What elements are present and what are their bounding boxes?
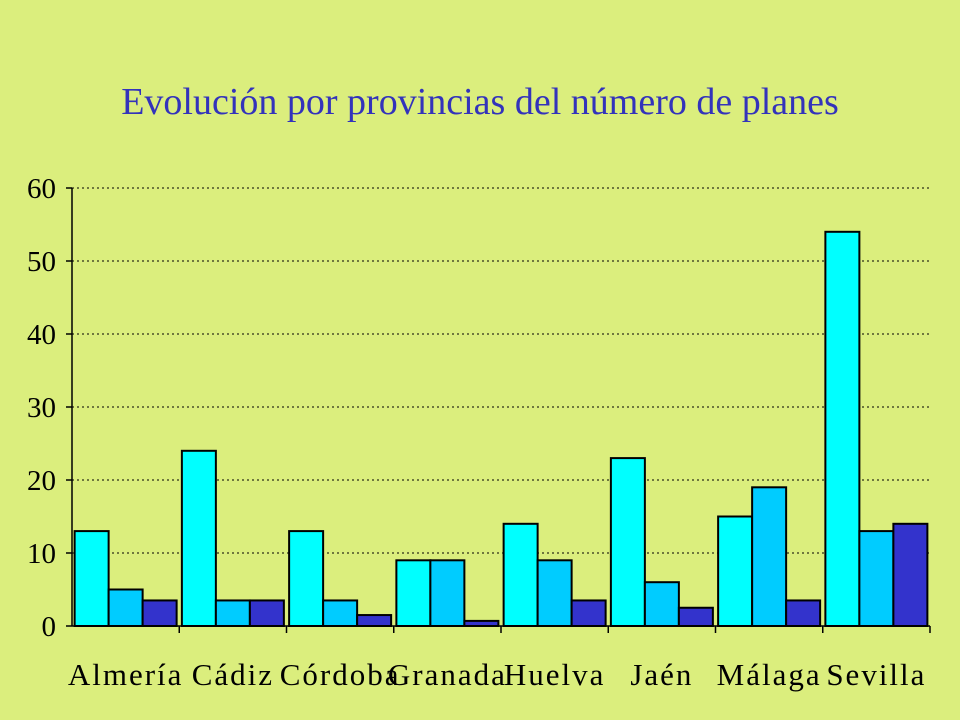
bar xyxy=(717,515,754,627)
x-category-label: Málaga xyxy=(717,657,822,692)
bar xyxy=(751,486,788,627)
bar xyxy=(248,599,285,628)
x-category-label: Granada xyxy=(388,657,507,692)
bar xyxy=(785,599,822,628)
y-tick-label: 40 xyxy=(27,319,56,351)
bar xyxy=(570,599,607,628)
bar xyxy=(214,599,251,628)
y-tick-label: 0 xyxy=(42,611,57,643)
y-tick-label: 30 xyxy=(27,392,56,424)
y-tick-label: 10 xyxy=(27,538,56,570)
x-category-label: Almería xyxy=(68,657,184,692)
bar xyxy=(502,522,539,627)
bar xyxy=(536,559,573,627)
y-tick-label: 50 xyxy=(27,246,56,278)
x-category-label: Huelva xyxy=(504,657,606,692)
bar xyxy=(322,599,359,628)
bar xyxy=(141,599,178,628)
y-tick-label: 60 xyxy=(27,173,56,205)
bar xyxy=(677,606,714,627)
bar xyxy=(892,522,929,627)
bar xyxy=(73,530,110,627)
x-category-label: Sevilla xyxy=(826,657,926,692)
x-category-label: Córdoba xyxy=(280,657,401,692)
bar xyxy=(180,449,217,627)
bar xyxy=(107,588,144,627)
bar xyxy=(288,530,325,627)
bar xyxy=(609,457,646,627)
chart-title: Evolución por provincias del número de p… xyxy=(121,81,839,123)
bar xyxy=(429,559,466,627)
bar xyxy=(824,230,861,628)
x-category-label: Jaén xyxy=(630,657,693,692)
bar xyxy=(858,530,895,627)
x-category-label: Cádiz xyxy=(192,657,274,692)
bar xyxy=(463,619,500,628)
bar xyxy=(395,559,432,627)
y-tick-label: 20 xyxy=(27,465,56,497)
bar xyxy=(643,581,680,628)
bar xyxy=(356,614,393,627)
